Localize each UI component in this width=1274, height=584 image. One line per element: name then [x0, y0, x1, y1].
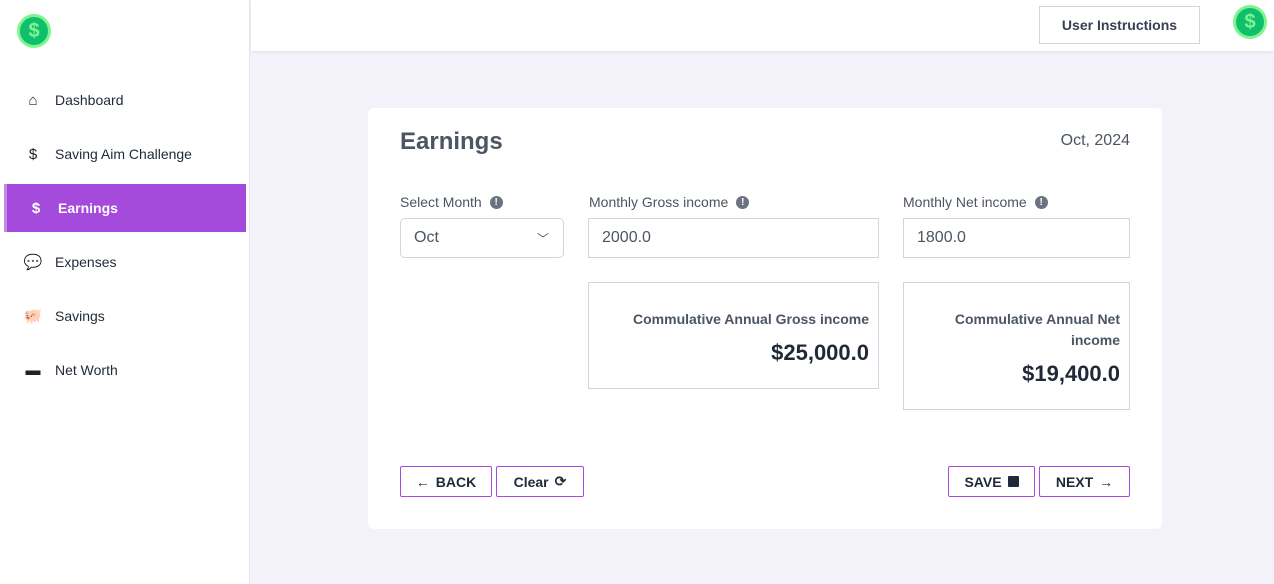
user-avatar-dollar-icon[interactable]: $ — [1233, 5, 1267, 39]
page-title: Earnings — [400, 128, 503, 155]
save-button[interactable]: SAVE — [948, 466, 1035, 497]
hand-dollar-icon: $ — [31, 199, 41, 217]
label-text: Select Month — [400, 194, 482, 210]
next-label: NEXT — [1055, 473, 1094, 490]
select-month-label: Select Month! — [400, 194, 503, 210]
next-button[interactable]: NEXT → — [1039, 466, 1130, 497]
earnings-card — [368, 108, 1162, 529]
net-income-input[interactable]: 1800.0 — [903, 218, 1130, 258]
label-text: Monthly Net income — [903, 194, 1027, 210]
sidebar-item-label: Earnings — [58, 200, 118, 216]
month-select-value: Oct — [414, 229, 439, 246]
cumulative-net-label: Commulative Annual Net income — [954, 311, 1120, 348]
gross-income-input[interactable]: 2000.0 — [588, 218, 879, 258]
sidebar-item-label: Net Worth — [55, 362, 118, 378]
sidebar-item-label: Dashboard — [55, 92, 124, 108]
sidebar-item-expenses[interactable]: 💬 Expenses — [4, 238, 246, 286]
sidebar-item-label: Savings — [55, 308, 105, 324]
label-text: Monthly Gross income — [589, 194, 729, 210]
sidebar: $ ⌂ Dashboard $ Saving Aim Challenge $ Earn… — [0, 0, 250, 584]
sidebar-item-savings[interactable]: 🐖 Savings — [4, 292, 246, 340]
chevron-down-icon: ﹀ — [536, 231, 549, 246]
cumulative-net-value: $19,400.0 — [1022, 361, 1120, 386]
info-icon[interactable]: ! — [1034, 195, 1048, 209]
month-select[interactable]: Oct ﹀ — [400, 218, 564, 258]
cumulative-gross-box: Commulative Annual Gross income $25,000.… — [588, 282, 879, 389]
current-date: Oct, 2024 — [1060, 132, 1130, 149]
sidebar-item-saving-aim-challenge[interactable]: $ Saving Aim Challenge — [4, 130, 246, 178]
sidebar-item-dashboard[interactable]: ⌂ Dashboard — [4, 76, 246, 124]
save-label: SAVE — [964, 473, 1002, 490]
cumulative-gross-label: Commulative Annual Gross income — [633, 311, 869, 327]
hand-dollar-icon: $ — [28, 145, 38, 163]
arrow-left-icon: ← — [415, 473, 430, 490]
comments-dollar-icon: 💬 — [23, 254, 43, 271]
back-button[interactable]: ← BACK — [400, 466, 492, 497]
sidebar-item-label: Saving Aim Challenge — [55, 146, 192, 162]
cumulative-net-box: Commulative Annual Net income $19,400.0 — [903, 282, 1130, 410]
logo-dollar-icon: $ — [17, 14, 51, 48]
sidebar-item-label: Expenses — [55, 254, 117, 270]
back-label: BACK — [435, 473, 477, 490]
sidebar-item-net-worth[interactable]: ▬ Net Worth — [4, 346, 246, 394]
cumulative-gross-value: $25,000.0 — [771, 340, 869, 365]
piggy-bank-icon: 🐖 — [23, 308, 43, 325]
gross-income-label: Monthly Gross income! — [589, 194, 750, 210]
info-icon[interactable]: ! — [489, 195, 503, 209]
user-instructions-button[interactable]: User Instructions — [1039, 6, 1200, 44]
info-icon[interactable]: ! — [736, 195, 750, 209]
clear-label: Clear — [513, 473, 549, 490]
home-icon: ⌂ — [28, 91, 38, 109]
clear-button[interactable]: Clear ⟳ — [496, 466, 584, 497]
refresh-icon: ⟳ — [554, 473, 567, 489]
money-bill-icon: ▬ — [25, 361, 41, 379]
floppy-disk-icon — [1007, 476, 1019, 487]
net-income-label: Monthly Net income! — [903, 194, 1048, 210]
arrow-right-icon: → — [1099, 473, 1114, 490]
sidebar-item-earnings[interactable]: $ Earnings — [4, 184, 246, 232]
